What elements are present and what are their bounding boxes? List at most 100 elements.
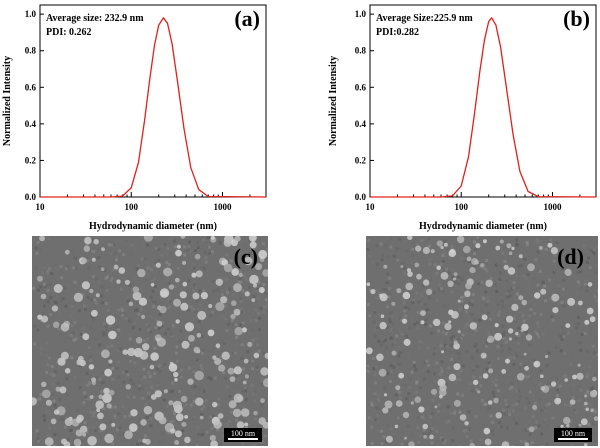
plot-frame: [39, 4, 267, 198]
tem-grain: [530, 441, 534, 445]
tem-grain: [125, 299, 128, 303]
tem-grain: [183, 431, 187, 435]
tem-grain: [488, 317, 492, 321]
tem-grain: [495, 429, 499, 433]
nanoparticle: [430, 388, 438, 395]
tem-grain: [522, 427, 526, 431]
tem-grain: [482, 297, 485, 301]
nanoparticle: [143, 405, 153, 415]
tem-grain: [574, 411, 578, 415]
tem-grain: [562, 368, 565, 372]
tem-grain: [374, 296, 378, 300]
tem-grain: [568, 403, 572, 407]
panel-label: (b): [563, 6, 590, 31]
tem-grain: [586, 390, 589, 394]
tem-grain: [202, 405, 206, 408]
tem-grain: [92, 426, 96, 430]
nanoparticle: [73, 438, 82, 446]
tem-grain: [118, 249, 121, 253]
nanoparticle: [533, 360, 541, 368]
nanoparticle: [251, 298, 256, 302]
tem-grain: [370, 401, 374, 405]
tem-grain: [543, 406, 547, 410]
tem-grain: [568, 387, 572, 391]
tem-grain: [169, 431, 173, 435]
tem-grain: [586, 350, 590, 354]
tem-grain: [211, 310, 215, 314]
nanoparticle: [181, 421, 187, 427]
nanoparticle: [76, 416, 83, 424]
tem-grain: [421, 283, 425, 287]
tem-grain: [518, 395, 522, 399]
tem-grain: [438, 372, 442, 376]
tem-grain: [415, 321, 419, 325]
tem-grain: [236, 280, 240, 284]
tem-grain: [230, 410, 234, 414]
nanoparticle: [260, 367, 268, 376]
tem-grain: [442, 250, 446, 254]
tem-grain: [46, 434, 50, 437]
tem-grain: [115, 325, 119, 329]
tem-grain: [180, 366, 183, 370]
nanoparticle: [129, 423, 138, 432]
tem-grain: [505, 292, 509, 296]
tem-grain: [131, 326, 135, 330]
tem-grain: [514, 274, 518, 278]
tem-grain: [562, 278, 566, 282]
tem-grain: [456, 243, 460, 247]
tem-grain: [407, 355, 411, 358]
tem-grain: [201, 348, 205, 352]
tem-grain: [472, 265, 476, 269]
nanoparticle: [155, 262, 161, 268]
average-size-annotation: Average size: 232.9 nm: [46, 13, 144, 24]
tem-grain: [79, 439, 83, 443]
tem-grain: [367, 239, 371, 243]
tem-grain: [541, 332, 545, 336]
tem-grain: [433, 263, 437, 267]
tem-grain: [47, 283, 51, 287]
tem-grain: [433, 379, 437, 383]
nanoparticle: [97, 412, 104, 420]
tem-grain: [189, 370, 193, 374]
tem-grain: [389, 337, 393, 341]
tem-grain: [441, 254, 445, 257]
tem-grain: [550, 314, 554, 318]
tem-grain: [240, 260, 244, 264]
tem-grain: [240, 343, 244, 347]
tem-grain: [48, 356, 51, 360]
nanoparticle: [552, 307, 559, 314]
tem-grain: [424, 323, 428, 327]
tem-grain: [261, 241, 265, 245]
tem-grain: [242, 419, 246, 423]
tem-grain: [200, 413, 204, 417]
nanoparticle: [366, 347, 373, 355]
nanoparticle: [430, 249, 435, 254]
tem-grain: [196, 246, 200, 250]
tem-grain: [579, 348, 583, 352]
tem-grain: [515, 292, 519, 296]
nanoparticle: [484, 438, 492, 446]
nanoparticle: [480, 352, 487, 359]
tem-grain: [74, 256, 78, 260]
tem-grain: [417, 300, 421, 304]
tem-grain: [415, 261, 419, 264]
tem-grain: [71, 331, 75, 335]
tem-grain: [448, 255, 452, 259]
tem-grain: [546, 442, 550, 446]
nanoparticle: [223, 263, 233, 273]
tem-grain: [433, 347, 437, 351]
tem-grain: [563, 352, 567, 355]
tem-grain: [549, 238, 553, 242]
nanoparticle: [423, 434, 427, 439]
tem-grain: [436, 410, 440, 414]
tem-grain: [61, 418, 65, 421]
nanoparticle: [453, 340, 458, 345]
tem-grain: [187, 245, 191, 249]
tem-grain: [411, 298, 415, 302]
tem-grain: [36, 266, 40, 270]
tem-grain: [258, 285, 262, 289]
scale-bar-line-d: [558, 438, 588, 440]
tem-grain: [220, 339, 224, 343]
tem-grain: [205, 431, 209, 434]
tem-grain: [264, 298, 268, 302]
